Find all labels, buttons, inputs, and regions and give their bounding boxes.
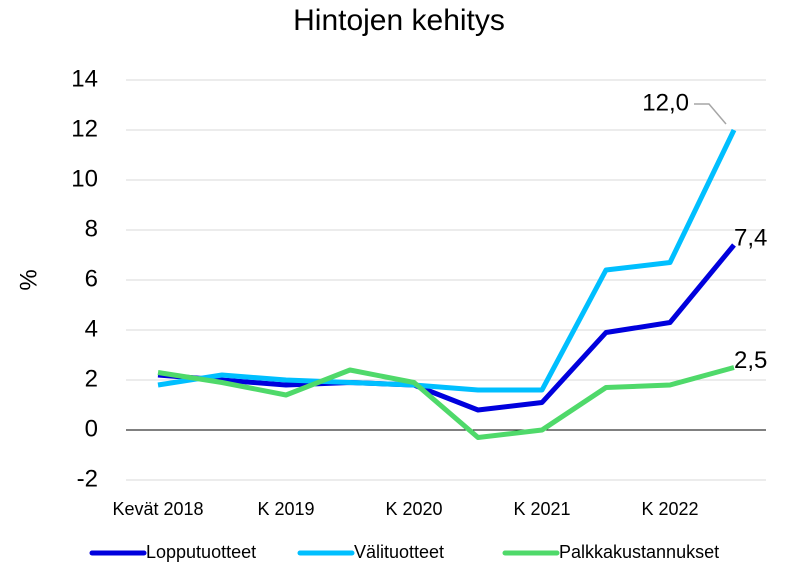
- legend-label: Palkkakustannukset: [559, 542, 719, 562]
- x-tick-label: K 2022: [641, 499, 698, 519]
- y-tick-label: 10: [71, 165, 98, 192]
- data-label: 12,0: [642, 89, 689, 116]
- chart-title: Hintojen kehitys: [293, 4, 505, 37]
- y-tick-label: 8: [85, 215, 98, 242]
- y-tick-label: 2: [85, 365, 98, 392]
- data-label: 2,5: [734, 347, 767, 374]
- y-tick-label: -2: [77, 465, 98, 492]
- legend-label: Lopputuotteet: [146, 542, 256, 562]
- x-tick-label: K 2021: [513, 499, 570, 519]
- x-tick-label: Kevät 2018: [112, 499, 203, 519]
- y-tick-label: 0: [85, 415, 98, 442]
- legend-label: Välituotteet: [354, 542, 444, 562]
- data-label: 7,4: [734, 224, 767, 251]
- series-line: [157, 128, 737, 393]
- series-line: [157, 243, 736, 413]
- y-tick-label: 12: [71, 115, 98, 142]
- y-tick-label: 4: [85, 315, 98, 342]
- y-axis-label: %: [15, 269, 42, 290]
- series-line: [157, 365, 735, 440]
- y-tick-label: 6: [85, 265, 98, 292]
- x-tick-label: K 2019: [257, 499, 314, 519]
- x-tick-label: K 2020: [385, 499, 442, 519]
- y-tick-label: 14: [71, 65, 98, 92]
- leader-line: [694, 103, 727, 125]
